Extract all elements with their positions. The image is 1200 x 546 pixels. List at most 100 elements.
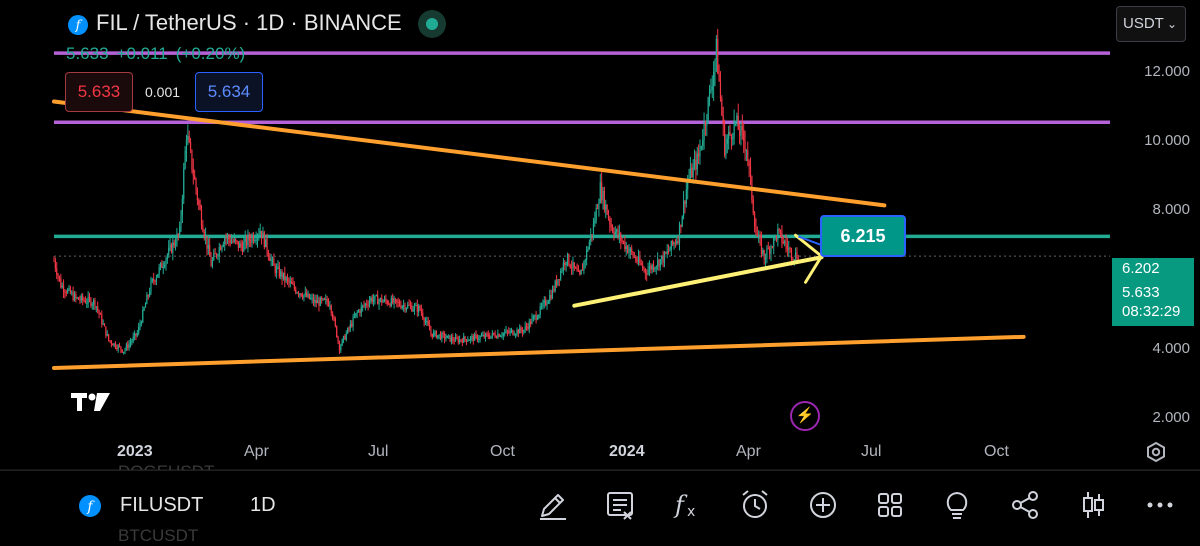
candle-body bbox=[215, 253, 218, 257]
market-status-icon[interactable] bbox=[418, 10, 446, 38]
candle-body bbox=[214, 253, 216, 255]
candle-body bbox=[437, 335, 439, 338]
tradingview-logo[interactable] bbox=[70, 391, 116, 413]
candle-body bbox=[220, 247, 222, 250]
alarm-icon[interactable] bbox=[738, 488, 772, 522]
grid-icon[interactable] bbox=[873, 488, 907, 522]
candle-body bbox=[627, 246, 629, 253]
candle-body bbox=[338, 341, 341, 351]
candle-body bbox=[86, 302, 88, 304]
x-tick-label: Oct bbox=[490, 443, 515, 460]
candle-body bbox=[174, 244, 177, 246]
candles-icon[interactable] bbox=[1076, 488, 1110, 522]
trendline[interactable] bbox=[572, 255, 824, 308]
candle-body bbox=[363, 305, 365, 307]
candle-body bbox=[133, 333, 136, 337]
candle-body bbox=[456, 337, 458, 339]
candle-body bbox=[707, 97, 709, 121]
candle-body bbox=[322, 298, 324, 300]
candle-body bbox=[774, 235, 776, 237]
candle-body bbox=[127, 344, 129, 348]
candle-body bbox=[397, 301, 399, 303]
sell-button[interactable]: 5.633 bbox=[65, 72, 133, 112]
flash-icon[interactable]: ⚡ bbox=[790, 401, 820, 431]
note-icon[interactable] bbox=[603, 488, 637, 522]
candle-body bbox=[553, 289, 555, 291]
candle-body bbox=[595, 208, 597, 221]
candle-body bbox=[362, 305, 364, 307]
add-icon[interactable] bbox=[806, 488, 840, 522]
pencil-icon[interactable] bbox=[536, 488, 570, 522]
candle-body bbox=[596, 208, 599, 210]
candle-body bbox=[292, 283, 294, 285]
candle-body bbox=[628, 251, 630, 253]
candle-body bbox=[149, 292, 151, 296]
candle-body bbox=[560, 270, 562, 280]
candle-body bbox=[465, 339, 468, 342]
candle-body bbox=[262, 232, 264, 239]
candle-body bbox=[433, 332, 435, 337]
candle-body bbox=[84, 300, 87, 303]
candle-body bbox=[192, 169, 194, 176]
candle-body bbox=[662, 255, 664, 263]
candle-body bbox=[639, 256, 641, 264]
symbol-title[interactable]: FIL / TetherUS · 1D · BINANCE bbox=[96, 10, 402, 35]
candle-body bbox=[405, 308, 407, 310]
candle-body bbox=[769, 248, 771, 254]
currency-select[interactable]: USDT ⌄ bbox=[1116, 6, 1186, 42]
candle-body bbox=[341, 339, 343, 346]
candle-body bbox=[312, 297, 315, 303]
candle-body bbox=[102, 323, 104, 325]
candle-body bbox=[128, 343, 130, 348]
price-callout-label[interactable]: 6.215 bbox=[820, 215, 906, 257]
candle-body bbox=[778, 229, 780, 231]
candle-body bbox=[692, 165, 694, 178]
svg-text:x: x bbox=[687, 504, 695, 520]
candle-body bbox=[422, 312, 424, 319]
candle-body bbox=[325, 299, 327, 301]
candle-body bbox=[209, 245, 211, 257]
candle-body bbox=[754, 213, 756, 227]
price-chart[interactable] bbox=[0, 0, 1200, 470]
idea-icon[interactable] bbox=[940, 488, 974, 522]
candle-body bbox=[420, 309, 422, 313]
candle-body bbox=[581, 269, 584, 271]
candle-body bbox=[188, 136, 190, 143]
candle-body bbox=[602, 191, 604, 201]
interval-selector[interactable]: 1D bbox=[250, 494, 276, 516]
candle-body bbox=[528, 321, 530, 329]
candle-body bbox=[424, 321, 427, 323]
candle-body bbox=[353, 316, 356, 318]
candle-body bbox=[423, 318, 425, 323]
trendline[interactable] bbox=[52, 334, 1026, 370]
symbol-selector[interactable]: FILUSDT bbox=[120, 494, 204, 516]
candle-body bbox=[76, 297, 78, 299]
candle-body bbox=[125, 344, 127, 350]
candle-body bbox=[648, 265, 651, 270]
candle-body bbox=[710, 89, 712, 91]
gear-icon[interactable] bbox=[1145, 441, 1167, 463]
candle-body bbox=[173, 242, 175, 246]
candle-body bbox=[741, 125, 743, 131]
candle-body bbox=[404, 305, 406, 310]
more-icon[interactable] bbox=[1143, 488, 1177, 522]
candle-body bbox=[568, 253, 570, 265]
candle-body bbox=[693, 159, 696, 166]
x-tick-label: Oct bbox=[984, 443, 1009, 460]
candle-body bbox=[232, 241, 234, 243]
candle-body bbox=[625, 246, 627, 250]
trendline[interactable] bbox=[52, 99, 887, 208]
buy-button[interactable]: 5.634 bbox=[195, 72, 263, 112]
candle-body bbox=[621, 240, 623, 242]
svg-text:f: f bbox=[86, 499, 95, 515]
candle-body bbox=[666, 250, 668, 254]
candle-body bbox=[408, 304, 410, 306]
candle-body bbox=[663, 252, 666, 263]
function-icon[interactable]: f x bbox=[670, 488, 704, 522]
candle-body bbox=[311, 297, 313, 299]
x-tick-label: 2024 bbox=[609, 443, 645, 460]
candle-body bbox=[448, 335, 450, 337]
share-icon[interactable] bbox=[1008, 488, 1042, 522]
candle-body bbox=[200, 209, 203, 226]
candle-body bbox=[169, 244, 171, 248]
